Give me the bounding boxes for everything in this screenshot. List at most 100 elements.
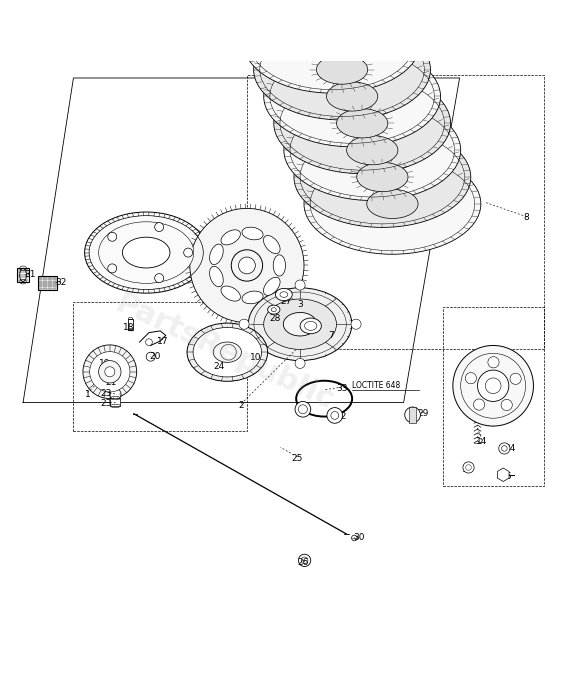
Circle shape: [155, 273, 164, 282]
Circle shape: [295, 402, 311, 417]
Ellipse shape: [221, 230, 241, 245]
Text: 30: 30: [353, 533, 365, 542]
Text: 20: 20: [149, 352, 160, 361]
Ellipse shape: [193, 327, 261, 377]
Bar: [111, 398, 121, 406]
Text: 10: 10: [250, 353, 261, 362]
Bar: [17, 268, 29, 282]
Text: 18: 18: [122, 323, 134, 331]
Text: 24: 24: [213, 361, 224, 371]
Text: 31: 31: [24, 271, 35, 280]
Ellipse shape: [264, 278, 280, 295]
Text: 17: 17: [157, 336, 169, 346]
Ellipse shape: [122, 237, 170, 268]
Circle shape: [146, 352, 155, 361]
Text: 9: 9: [345, 96, 351, 105]
Ellipse shape: [347, 136, 398, 165]
Text: 23: 23: [100, 399, 112, 408]
Ellipse shape: [337, 108, 388, 138]
Text: 6: 6: [146, 247, 152, 256]
Circle shape: [499, 443, 510, 454]
Ellipse shape: [264, 235, 280, 254]
Text: 3: 3: [297, 300, 303, 309]
Circle shape: [463, 462, 474, 473]
Text: 19: 19: [99, 359, 110, 368]
Circle shape: [510, 373, 521, 385]
Ellipse shape: [213, 342, 241, 362]
Circle shape: [351, 319, 361, 329]
Circle shape: [108, 264, 117, 273]
Circle shape: [352, 535, 357, 541]
Text: LOCTITE 648: LOCTITE 648: [352, 381, 401, 390]
Text: 13: 13: [488, 396, 499, 404]
Circle shape: [295, 280, 305, 290]
Circle shape: [190, 209, 304, 323]
Circle shape: [238, 257, 255, 274]
Ellipse shape: [243, 0, 420, 93]
Circle shape: [90, 352, 130, 392]
Ellipse shape: [210, 244, 223, 265]
Text: 12: 12: [337, 412, 348, 421]
Circle shape: [404, 407, 420, 423]
Circle shape: [105, 367, 115, 377]
Text: 26: 26: [297, 558, 309, 567]
Circle shape: [239, 319, 249, 329]
Text: 29: 29: [417, 409, 429, 418]
Ellipse shape: [306, 28, 357, 57]
Ellipse shape: [367, 190, 418, 218]
Text: 21: 21: [106, 379, 117, 387]
Ellipse shape: [264, 299, 337, 349]
Text: 8: 8: [524, 213, 530, 222]
Ellipse shape: [284, 100, 461, 201]
Ellipse shape: [283, 312, 317, 336]
Circle shape: [183, 248, 192, 257]
Ellipse shape: [294, 127, 471, 227]
Circle shape: [103, 366, 114, 377]
Text: 32: 32: [56, 278, 67, 287]
Circle shape: [327, 408, 343, 424]
Ellipse shape: [274, 73, 450, 174]
Circle shape: [99, 361, 121, 383]
Text: 15: 15: [462, 465, 473, 474]
Ellipse shape: [300, 318, 321, 333]
Ellipse shape: [221, 286, 241, 301]
Text: 27: 27: [280, 297, 292, 306]
Ellipse shape: [85, 212, 208, 293]
Ellipse shape: [357, 162, 408, 192]
Circle shape: [109, 377, 122, 390]
Ellipse shape: [249, 288, 352, 361]
Circle shape: [473, 399, 485, 410]
Text: 23: 23: [100, 389, 112, 398]
Bar: [38, 276, 57, 290]
Ellipse shape: [242, 227, 263, 240]
Circle shape: [108, 233, 117, 241]
Ellipse shape: [268, 305, 280, 314]
Ellipse shape: [264, 46, 440, 147]
Circle shape: [453, 346, 534, 426]
Ellipse shape: [210, 267, 223, 286]
Text: 1: 1: [85, 389, 90, 399]
Circle shape: [155, 222, 164, 231]
Text: 2: 2: [238, 401, 244, 410]
Text: 14: 14: [476, 437, 488, 446]
Text: 11: 11: [300, 406, 311, 415]
Text: 16: 16: [502, 472, 513, 481]
Circle shape: [501, 400, 512, 411]
Ellipse shape: [99, 222, 194, 283]
Circle shape: [83, 345, 137, 399]
Circle shape: [477, 370, 509, 402]
Ellipse shape: [208, 346, 214, 349]
Ellipse shape: [304, 153, 481, 254]
Text: PartsRepublic: PartsRepublic: [111, 288, 338, 415]
Text: 34: 34: [504, 444, 516, 453]
Circle shape: [220, 344, 236, 360]
Circle shape: [295, 358, 305, 368]
Circle shape: [110, 389, 121, 400]
Polygon shape: [498, 468, 509, 481]
Circle shape: [146, 339, 153, 346]
Ellipse shape: [316, 55, 367, 84]
Circle shape: [231, 250, 263, 281]
Bar: [409, 407, 416, 423]
Circle shape: [298, 554, 311, 567]
Circle shape: [488, 357, 499, 368]
